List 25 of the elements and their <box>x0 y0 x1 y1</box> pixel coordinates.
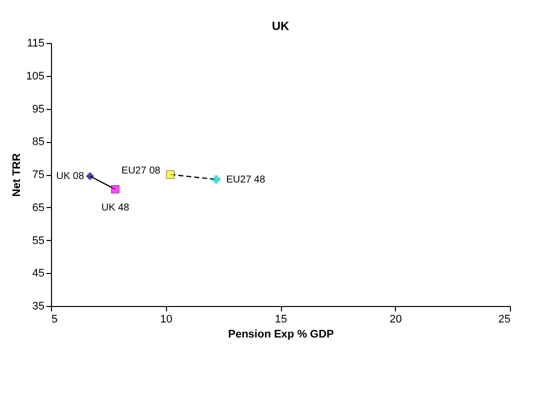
series-label: UK 08 <box>56 171 84 182</box>
series-label: EU27 08 <box>121 166 161 176</box>
y-tick-label: 35 <box>32 300 44 312</box>
y-tick-label: 75 <box>32 169 44 181</box>
point <box>166 170 174 179</box>
y-tick-label: 115 <box>26 38 44 50</box>
point <box>86 172 94 180</box>
point <box>111 185 120 194</box>
y-tick-label: 45 <box>32 268 44 280</box>
point <box>212 175 220 184</box>
y-tick-label: 65 <box>32 202 44 214</box>
y-axis-title: Net TRR <box>11 153 24 197</box>
y-tick-label: 105 <box>26 70 44 82</box>
series-label: UK 48 <box>101 202 130 214</box>
x-axis-title: Pension Exp % GDP <box>228 328 334 340</box>
y-tick-label: 85 <box>32 136 44 148</box>
y-tick-label: 95 <box>32 103 44 116</box>
x-tick-label: 10 <box>160 314 172 326</box>
x-tick-label: 15 <box>274 314 288 326</box>
chart-title: UK <box>272 19 290 33</box>
x-tick-label: 25 <box>498 314 510 326</box>
x-tick-label: 20 <box>390 314 402 326</box>
series-label: EU27 48 <box>226 174 266 186</box>
x-tick-label: 5 <box>52 314 58 326</box>
y-tick-label: 55 <box>32 234 44 247</box>
